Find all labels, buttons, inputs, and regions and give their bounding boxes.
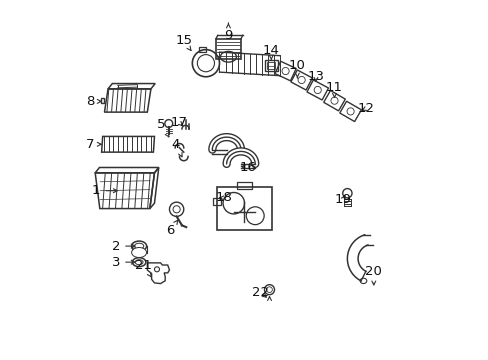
Bar <box>237 182 251 189</box>
Text: 1: 1 <box>92 184 117 197</box>
Text: 12: 12 <box>357 102 374 115</box>
Bar <box>267 62 275 69</box>
Text: 3: 3 <box>111 256 135 269</box>
Text: 18: 18 <box>215 192 232 204</box>
Text: 2: 2 <box>111 240 135 253</box>
Bar <box>198 48 205 52</box>
Text: 17: 17 <box>171 116 187 129</box>
Text: 21: 21 <box>135 259 152 277</box>
Text: 6: 6 <box>166 220 177 237</box>
Text: 22: 22 <box>251 286 268 299</box>
Text: 8: 8 <box>86 95 101 108</box>
Text: 5: 5 <box>157 118 168 137</box>
Text: 15: 15 <box>175 34 192 50</box>
Text: 14: 14 <box>263 44 279 60</box>
Text: 20: 20 <box>365 265 382 285</box>
Text: 9: 9 <box>224 23 232 42</box>
Text: 10: 10 <box>288 59 305 78</box>
Text: 4: 4 <box>171 138 182 157</box>
Text: 13: 13 <box>307 70 324 83</box>
Bar <box>216 187 272 230</box>
Text: 11: 11 <box>325 81 342 97</box>
Text: 19: 19 <box>334 193 350 206</box>
Text: 7: 7 <box>86 138 101 151</box>
Text: 16: 16 <box>239 161 256 174</box>
Ellipse shape <box>131 248 146 257</box>
Bar <box>264 60 277 71</box>
Bar <box>213 198 221 205</box>
